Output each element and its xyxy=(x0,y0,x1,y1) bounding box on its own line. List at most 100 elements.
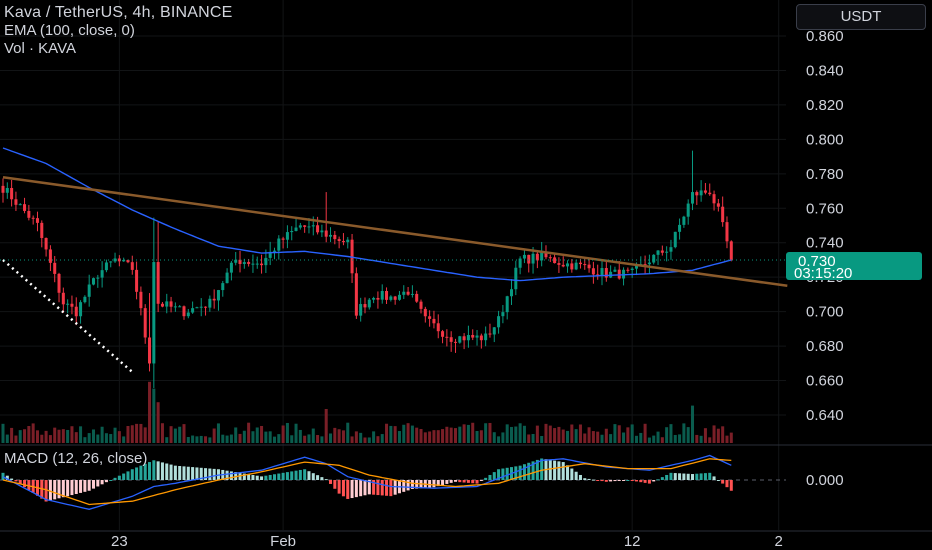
candle-body xyxy=(729,241,733,260)
macd-histogram-bar xyxy=(57,480,61,499)
volume-bar xyxy=(186,437,190,443)
macd-histogram-bar xyxy=(617,480,621,481)
macd-histogram-bar xyxy=(428,480,432,488)
volume-bar xyxy=(221,434,225,443)
macd-histogram-bar xyxy=(79,480,83,493)
macd-legend[interactable]: MACD (12, 26, close) xyxy=(4,450,148,467)
macd-histogram-bar xyxy=(277,473,281,480)
candle-body xyxy=(225,272,229,284)
volume-bar xyxy=(74,432,78,443)
macd-histogram-bar xyxy=(329,480,333,484)
macd-histogram-bar xyxy=(53,480,57,500)
volume-bar xyxy=(695,434,699,443)
macd-histogram-bar xyxy=(117,475,121,480)
volume-bar xyxy=(699,435,703,443)
macd-histogram-bar xyxy=(255,475,259,480)
candle-body xyxy=(630,268,634,271)
candle-body xyxy=(514,267,518,290)
candle-body xyxy=(216,290,220,301)
volume-bar xyxy=(397,431,401,443)
volume-bar xyxy=(298,429,302,443)
macd-histogram-bar xyxy=(165,463,169,480)
candle-body xyxy=(367,299,371,308)
volume-bar xyxy=(251,431,255,443)
candle-body xyxy=(660,250,664,253)
candle-body xyxy=(178,306,182,308)
macd-histogram-bar xyxy=(96,480,100,487)
macd-histogram-bar xyxy=(453,480,457,482)
volume-bar xyxy=(445,426,449,443)
volume-bar xyxy=(40,434,44,443)
candle-body xyxy=(1,185,5,193)
volume-bar xyxy=(53,427,57,443)
macd-histogram-bar xyxy=(466,480,470,483)
bar-countdown-label: 03:15:20 xyxy=(794,265,853,282)
candle-body xyxy=(303,225,307,227)
volume-bar xyxy=(613,424,617,443)
candle-body xyxy=(242,262,246,264)
volume-bar xyxy=(630,424,634,443)
macd-histogram-bar xyxy=(660,477,664,480)
candle-body xyxy=(109,261,113,263)
macd-histogram-bar xyxy=(393,480,397,495)
volume-bar xyxy=(277,434,281,443)
ema-legend[interactable]: EMA (100, close, 0) xyxy=(4,22,135,39)
macd-histogram-bar xyxy=(557,461,561,480)
volume-bar xyxy=(346,422,350,443)
currency-selector-button[interactable]: USDT xyxy=(796,4,926,30)
volume-bar xyxy=(690,405,695,443)
volume-bar xyxy=(264,431,268,443)
volume-bar xyxy=(234,427,238,443)
volume-bar xyxy=(656,431,660,443)
volume-bar xyxy=(79,426,83,443)
macd-histogram-bar xyxy=(695,473,699,480)
candle-body xyxy=(501,312,505,317)
volume-bar xyxy=(510,426,514,443)
macd-histogram-bar xyxy=(583,478,587,480)
macd-histogram-bar xyxy=(44,480,48,502)
volume-legend[interactable]: Vol · KAVA xyxy=(4,40,76,57)
macd-histogram-bar xyxy=(669,472,673,480)
macd-histogram-bar xyxy=(104,480,108,483)
candle-body xyxy=(264,257,268,266)
volume-bar xyxy=(290,435,294,443)
volume-bar xyxy=(91,429,96,443)
candle-body xyxy=(324,230,328,237)
candle-body xyxy=(152,262,156,364)
candle-body xyxy=(5,187,9,193)
macd-histogram-bar xyxy=(548,459,552,480)
volume-bar xyxy=(471,422,475,443)
volume-bar xyxy=(673,434,677,443)
candle-body xyxy=(117,258,121,262)
candle-body xyxy=(725,222,729,242)
candle-body xyxy=(385,291,389,300)
macd-histogram-bar xyxy=(376,480,380,496)
macd-histogram-bar xyxy=(113,477,117,480)
volume-bar xyxy=(522,425,526,443)
macd-histogram-bar xyxy=(587,478,591,480)
candle-body xyxy=(471,334,475,338)
macd-histogram-bar xyxy=(630,480,634,481)
volume-bar xyxy=(527,434,531,443)
volume-bar xyxy=(260,425,264,443)
volume-bar xyxy=(44,430,48,443)
candle-body xyxy=(18,204,22,206)
macd-line xyxy=(2,454,732,510)
volume-bar xyxy=(479,430,483,443)
candle-body xyxy=(229,262,233,273)
volume-bar xyxy=(35,430,39,443)
macd-histogram-bar xyxy=(74,480,78,494)
macd-histogram-bar xyxy=(639,480,643,483)
macd-histogram-bar xyxy=(703,473,707,480)
volume-bar xyxy=(604,428,608,443)
volume-bar xyxy=(583,433,587,443)
time-tick-label: 2 xyxy=(775,533,783,550)
macd-histogram-bar xyxy=(591,479,595,481)
volume-bar xyxy=(488,422,492,443)
macd-histogram-bar xyxy=(665,474,669,480)
macd-histogram-bar xyxy=(380,480,384,496)
volume-bar xyxy=(531,433,535,443)
macd-histogram-bar xyxy=(682,473,686,480)
volume-bar xyxy=(272,436,276,443)
